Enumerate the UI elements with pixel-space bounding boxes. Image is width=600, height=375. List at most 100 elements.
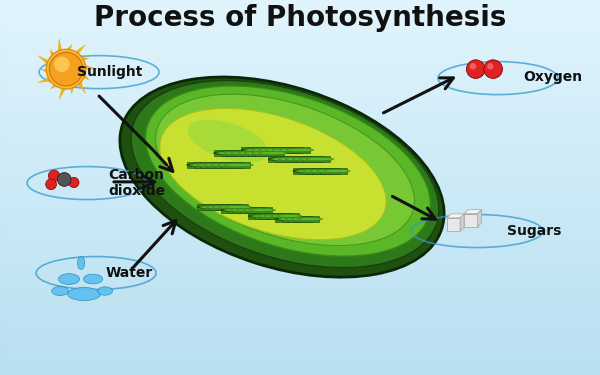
Ellipse shape [230,209,257,212]
Ellipse shape [277,214,302,217]
Ellipse shape [131,81,439,268]
Ellipse shape [310,170,336,173]
Polygon shape [59,87,66,99]
Polygon shape [38,56,49,65]
Bar [0,363,600,366]
Bar [0,281,600,284]
Polygon shape [302,156,330,162]
Bar [0,88,600,91]
Bar [0,344,600,347]
Bar [0,241,600,244]
Polygon shape [80,57,89,61]
Bar [0,116,600,119]
Polygon shape [295,216,319,222]
Bar [0,369,600,372]
Bar [0,300,600,303]
Bar [0,194,600,197]
Bar [0,316,600,319]
Bar [0,13,600,16]
Bar [0,38,600,41]
Polygon shape [214,150,242,156]
Bar [0,44,600,47]
Bar [0,125,600,128]
Bar [0,150,600,153]
Polygon shape [41,69,48,73]
Bar [0,91,600,94]
Polygon shape [38,77,52,82]
Ellipse shape [243,209,269,212]
Ellipse shape [293,170,319,173]
Bar [0,172,600,175]
Bar [0,50,600,53]
Bar [0,169,600,172]
Ellipse shape [212,206,239,209]
Bar [0,191,600,194]
Polygon shape [248,213,274,219]
Ellipse shape [251,148,279,152]
Bar [0,253,600,256]
Bar [0,278,600,281]
Ellipse shape [224,152,253,155]
Bar [0,188,600,191]
Bar [0,275,600,278]
Polygon shape [227,150,256,156]
Bar [0,47,600,50]
Bar [0,244,600,247]
Bar [0,350,600,353]
Bar [0,347,600,350]
Ellipse shape [225,206,251,209]
Ellipse shape [292,158,320,161]
Bar [0,6,600,9]
Bar [0,234,600,237]
Polygon shape [300,168,326,174]
Bar [0,184,600,188]
Circle shape [466,60,485,78]
Ellipse shape [188,120,268,162]
Bar [0,72,600,75]
Ellipse shape [296,170,322,173]
Bar [0,334,600,338]
Ellipse shape [279,148,307,152]
Bar [0,16,600,19]
Bar [0,75,600,78]
Bar [0,144,600,147]
Circle shape [46,179,56,190]
Polygon shape [261,213,286,219]
Polygon shape [84,65,97,69]
Ellipse shape [249,209,275,212]
Bar [0,312,600,316]
Ellipse shape [59,274,80,284]
Circle shape [58,172,71,186]
Bar [0,156,600,159]
Bar [0,328,600,331]
Ellipse shape [323,170,350,173]
Polygon shape [194,162,223,168]
Polygon shape [227,207,254,213]
Ellipse shape [286,148,313,152]
Bar [0,66,600,69]
Ellipse shape [285,217,310,220]
Ellipse shape [317,170,343,173]
Ellipse shape [214,152,242,155]
Bar [0,128,600,131]
Ellipse shape [271,214,296,217]
Ellipse shape [187,164,215,167]
Bar [0,69,600,72]
Bar [0,19,600,22]
Bar [0,163,600,166]
Ellipse shape [120,77,444,277]
Bar [0,32,600,34]
Bar [0,60,600,63]
Ellipse shape [272,148,300,152]
Polygon shape [240,207,266,213]
Ellipse shape [146,86,430,256]
Ellipse shape [238,152,266,155]
Ellipse shape [197,164,226,167]
Circle shape [484,60,502,78]
Polygon shape [208,162,236,168]
Polygon shape [203,204,230,210]
Bar [0,269,600,272]
Polygon shape [222,204,248,210]
Bar [0,206,600,209]
Ellipse shape [258,214,283,217]
